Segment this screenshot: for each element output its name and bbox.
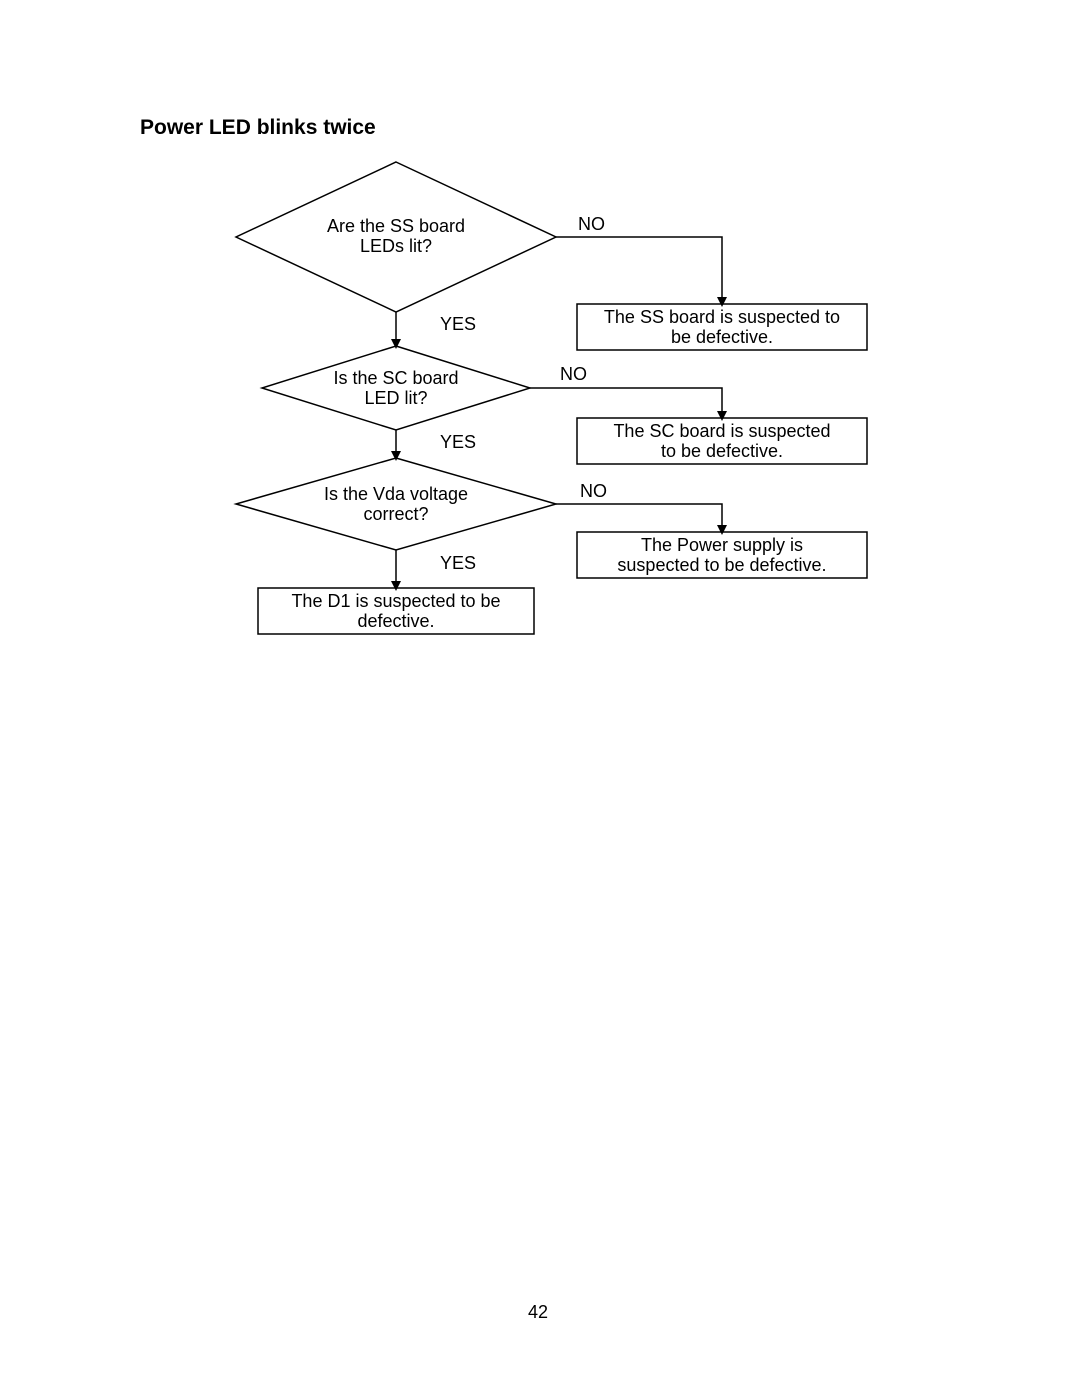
decision-sc-board-led: Is the SC board LED lit? (262, 346, 530, 430)
flowchart-canvas: Are the SS board LEDs lit? Is the SC boa… (0, 0, 1080, 900)
result-text: be defective. (671, 327, 773, 347)
decision-vda-voltage: Is the Vda voltage correct? (236, 458, 556, 550)
page-number: 42 (528, 1302, 548, 1323)
result-text: The Power supply is (641, 535, 803, 555)
edge-d2-no: NO (530, 364, 722, 416)
decision-text: LED lit? (364, 388, 427, 408)
decision-text: correct? (363, 504, 428, 524)
page: Power LED blinks twice Are the SS board … (0, 0, 1080, 1397)
edge-d1-yes: YES (396, 312, 476, 344)
result-text: suspected to be defective. (617, 555, 826, 575)
result-sc-board-defective: The SC board is suspected to be defectiv… (577, 418, 867, 464)
result-text: The SC board is suspected (613, 421, 830, 441)
edge-label: YES (440, 314, 476, 334)
result-ss-board-defective: The SS board is suspected to be defectiv… (577, 304, 867, 350)
edge-label: NO (560, 364, 587, 384)
result-power-supply-defective: The Power supply is suspected to be defe… (577, 532, 867, 578)
result-d1-defective: The D1 is suspected to be defective. (258, 588, 534, 634)
edge-label: NO (578, 214, 605, 234)
result-text: The SS board is suspected to (604, 307, 840, 327)
edge-d3-no: NO (556, 481, 722, 530)
edge-label: NO (580, 481, 607, 501)
edge-d3-yes: YES (396, 550, 476, 586)
result-text: The D1 is suspected to be (291, 591, 500, 611)
edge-label: YES (440, 432, 476, 452)
result-text: to be defective. (661, 441, 783, 461)
edge-label: YES (440, 553, 476, 573)
decision-text: LEDs lit? (360, 236, 432, 256)
edge-d2-yes: YES (396, 430, 476, 456)
decision-text: Is the Vda voltage (324, 484, 468, 504)
decision-text: Is the SC board (333, 368, 458, 388)
edge-d1-no: NO (556, 214, 722, 302)
result-text: defective. (357, 611, 434, 631)
decision-ss-board-leds: Are the SS board LEDs lit? (236, 162, 556, 312)
decision-text: Are the SS board (327, 216, 465, 236)
